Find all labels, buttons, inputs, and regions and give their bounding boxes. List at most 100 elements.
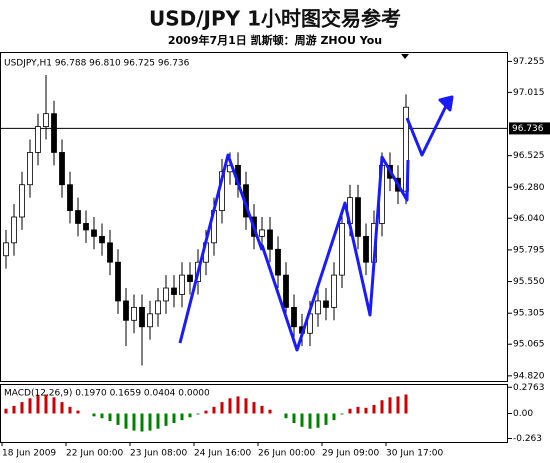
macd-bar bbox=[28, 398, 32, 414]
macd-bar bbox=[44, 394, 48, 414]
candle-body bbox=[323, 300, 329, 308]
macd-bar bbox=[36, 395, 40, 414]
y-tick-label: 96.525 bbox=[513, 151, 545, 161]
macd-bar bbox=[196, 413, 200, 415]
candle-body bbox=[59, 152, 65, 186]
macd-panel bbox=[0, 384, 508, 443]
x-tick-label: 22 Jun 00:00 bbox=[66, 449, 123, 459]
candle-body bbox=[107, 242, 113, 263]
macd-bar bbox=[204, 410, 208, 414]
y-tick-label: 97.015 bbox=[513, 88, 545, 98]
macd-y-tick-label: 0.2763 bbox=[513, 383, 545, 393]
macd-bar bbox=[236, 396, 240, 414]
x-tick-label: 29 Jun 09:00 bbox=[322, 449, 379, 459]
macd-y-tick-label: 0.00 bbox=[513, 409, 533, 419]
macd-bar bbox=[332, 413, 336, 421]
forecast-line bbox=[405, 103, 449, 157]
macd-bar bbox=[140, 413, 144, 432]
macd-bar bbox=[148, 413, 152, 431]
macd-label: MACD(12,26,9) 0.1970 0.1659 0.0404 0.000… bbox=[4, 389, 210, 399]
price-panel bbox=[0, 52, 508, 382]
candle-body bbox=[163, 287, 169, 302]
plot-area: 97.255 97.015 96.525 96.280 96.040 95.795 95.5… bbox=[1, 57, 550, 459]
macd-bar bbox=[156, 413, 160, 429]
candle-body bbox=[91, 229, 97, 237]
macd-bar bbox=[396, 396, 400, 414]
macd-bar bbox=[188, 413, 192, 418]
macd-bar bbox=[348, 408, 352, 414]
macd-bar bbox=[308, 413, 312, 429]
macd-bar bbox=[404, 394, 408, 414]
candle-body bbox=[259, 229, 265, 237]
shift-marker bbox=[401, 54, 409, 59]
candle-body bbox=[35, 126, 41, 153]
zigzag-line bbox=[260, 155, 410, 352]
candle-body bbox=[19, 184, 25, 218]
candle-body bbox=[147, 313, 153, 328]
candle-body bbox=[267, 229, 273, 250]
candle-body bbox=[27, 152, 33, 186]
candle-body bbox=[331, 274, 337, 308]
x-tick-label: 24 Jun 16:00 bbox=[194, 449, 251, 459]
candle-body bbox=[283, 274, 289, 308]
candle-body bbox=[355, 197, 361, 237]
y-tick-label: 95.065 bbox=[513, 340, 545, 350]
macd-bar bbox=[132, 413, 136, 431]
forecast-arrow bbox=[438, 95, 454, 112]
macd-bar bbox=[244, 398, 248, 414]
x-tick-label: 30 Jun 17:00 bbox=[386, 449, 443, 459]
macd-bar bbox=[172, 413, 176, 423]
candle-body bbox=[43, 113, 49, 128]
macd-bar bbox=[340, 413, 344, 415]
annotation-zigzag bbox=[178, 95, 454, 352]
macd-bar bbox=[212, 406, 216, 414]
candle-body bbox=[139, 306, 145, 328]
candle-body bbox=[187, 274, 193, 282]
zigzag-line bbox=[178, 153, 264, 344]
macd-bar bbox=[116, 413, 120, 425]
candle-body bbox=[291, 306, 297, 328]
macd-bar bbox=[260, 405, 264, 414]
macd-bar bbox=[4, 408, 8, 414]
candle-body bbox=[99, 235, 105, 244]
candle-body bbox=[75, 210, 81, 224]
y-tick-label: 96.040 bbox=[513, 214, 545, 224]
candle-body bbox=[11, 216, 17, 244]
current-price-box bbox=[509, 122, 550, 135]
y-tick-label: 97.255 bbox=[513, 57, 545, 67]
macd-bar bbox=[252, 402, 256, 414]
macd-bar bbox=[228, 398, 232, 414]
x-tick-label: 18 Jun 2009 bbox=[2, 449, 56, 459]
macd-bar bbox=[372, 404, 376, 414]
candle-body bbox=[339, 223, 345, 276]
candle-body bbox=[67, 184, 73, 211]
macd-bar bbox=[380, 400, 384, 414]
macd-bar bbox=[12, 405, 16, 414]
macd-bar bbox=[324, 413, 328, 425]
macd-bar bbox=[388, 397, 392, 414]
x-tick-label: 23 Jun 08:00 bbox=[130, 449, 187, 459]
candle-body bbox=[155, 300, 161, 315]
macd-bar bbox=[100, 413, 104, 419]
candle-body bbox=[315, 300, 321, 315]
macd-y-tick-label: -0.263 bbox=[513, 434, 542, 444]
macd-bar bbox=[108, 413, 112, 422]
macd-bar bbox=[268, 409, 272, 414]
chart-title: USD/JPY 1小时图交易参考 bbox=[149, 7, 401, 31]
macd-bar bbox=[92, 413, 96, 417]
macd-bar bbox=[124, 413, 128, 429]
y-tick-label: 96.280 bbox=[513, 183, 545, 193]
macd-bar bbox=[20, 402, 24, 414]
candle-body bbox=[363, 235, 369, 263]
macd-bar bbox=[60, 402, 64, 414]
candle-body bbox=[115, 261, 121, 302]
chart-subtitle: 2009年7月1日 凯斯顿：周游 ZHOU You bbox=[168, 33, 382, 47]
macd-bar bbox=[284, 413, 288, 419]
macd-bar bbox=[52, 397, 56, 414]
macd-bar bbox=[316, 413, 320, 428]
candle-body bbox=[83, 223, 89, 231]
macd-bar bbox=[76, 410, 80, 414]
x-tick-label: 26 Jun 00:00 bbox=[258, 449, 315, 459]
candle-body bbox=[131, 306, 137, 321]
